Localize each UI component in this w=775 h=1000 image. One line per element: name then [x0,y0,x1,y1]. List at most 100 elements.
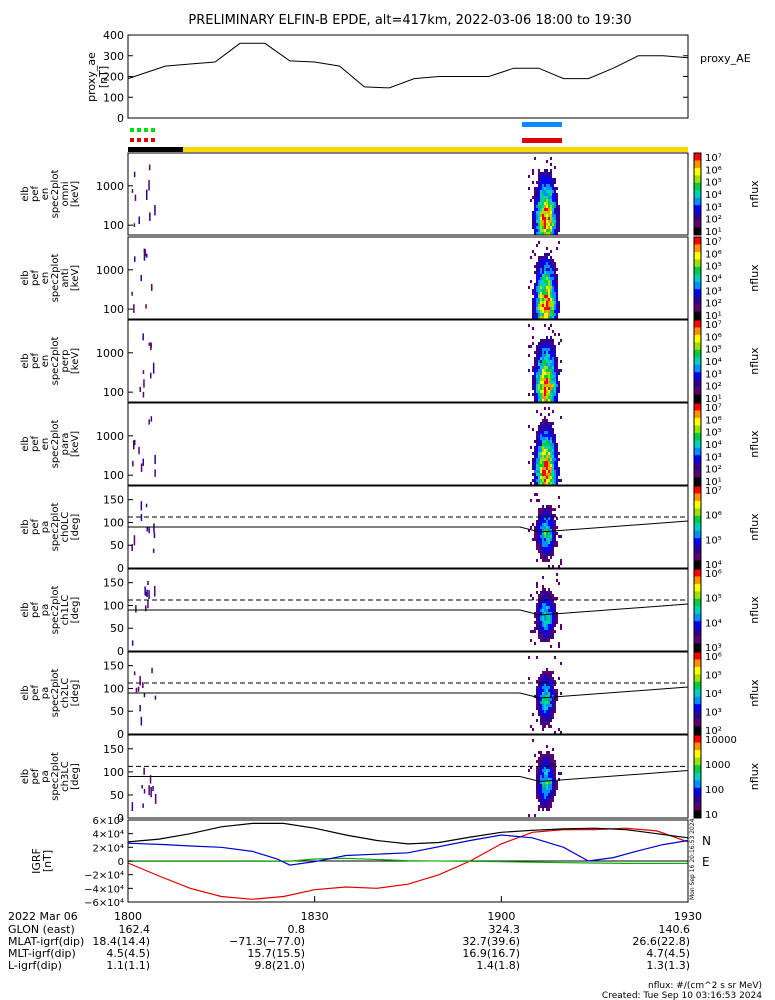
heatmap-cell [542,710,544,713]
heatmap-cell [548,304,550,307]
heatmap-cell [530,345,532,348]
heatmap-cell [540,775,542,778]
heatmap-cell [550,473,552,476]
x-tick-label: 1900 [487,910,515,923]
heatmap-cell [542,556,544,559]
heatmap-cell [546,316,548,319]
heatmap-cell [556,689,558,692]
heatmap-cell [542,369,544,372]
heatmap-cell [558,229,560,232]
heatmap-cell [550,310,552,313]
heatmap-cell [540,612,542,615]
heatmap-cell [548,553,550,556]
heatmap-cell [550,434,552,437]
heatmap-cell [546,348,548,351]
heatmap-cell [554,262,556,265]
heatmap-cell [548,342,550,345]
heatmap-cell [540,698,542,701]
heatmap-cell [550,467,552,470]
heatmap-cell [542,772,544,775]
heatmap-cell [548,677,550,680]
heatmap-cell [550,479,552,482]
heatmap-cell [554,360,556,363]
heatmap-cell [540,208,542,211]
heatmap-cell [548,440,550,443]
heatmap-cell [536,280,538,283]
colorbar-segment [694,259,701,268]
heatmap-cell [534,193,536,196]
heatmap-cell [550,274,552,277]
heatmap-cell [556,295,558,298]
colorbar-segment [694,772,701,781]
heatmap-cell [546,422,548,425]
heatmap-cell [556,298,558,301]
heatmap-cell [532,473,534,476]
y-tick-label: 4×10⁴ [93,830,124,841]
heatmap-cell [540,597,542,600]
colorbar-label: 10⁴ [705,560,722,571]
heatmap-cell [540,508,542,511]
heatmap-cell [540,520,542,523]
heatmap-cell [538,511,540,514]
heatmap-cell [544,193,546,196]
colorbar-frame [693,568,702,652]
heatmap-cell [548,793,550,796]
heatmap-cell [542,268,544,271]
heatmap-cell [536,686,538,689]
y-label-line: omni [60,182,71,207]
ephemeris-value: 4.7(4.5) [646,947,690,960]
heatmap-cell [544,636,546,639]
colorbar-frame [693,236,702,320]
heatmap-cell [550,455,552,458]
heatmap-cell [548,772,550,775]
heatmap-cell [552,381,554,384]
heatmap-cell [554,772,556,775]
heatmap-cell [532,301,534,304]
heatmap-cell [550,339,552,342]
heatmap-cell [538,627,540,630]
heatmap-cell [542,440,544,443]
heatmap-cell [546,606,548,609]
heatmap-cell [546,446,548,449]
heatmap-cell [534,187,536,190]
heatmap-cell [131,640,134,646]
heatmap-cell [548,532,550,535]
heatmap-cell [538,473,540,476]
heatmap-cell [540,722,542,725]
heatmap-cell [144,586,146,596]
heatmap-cell [554,704,556,707]
heatmap-cell [548,229,550,232]
heatmap-cell [558,452,560,455]
heatmap-cell [552,698,554,701]
heatmap-cell [556,202,558,205]
heatmap-cell [550,437,552,440]
heatmap-cell [542,523,544,526]
heatmap-cell [536,196,538,199]
heatmap-cell [550,775,552,778]
heatmap-cell [538,541,540,544]
heatmap-cell [538,214,540,217]
heatmap-cell [538,375,540,378]
heatmap-cell [542,393,544,396]
heatmap-cell [552,345,554,348]
heatmap-cell [540,422,542,425]
heatmap-cell [542,178,544,181]
heatmap-cell [548,452,550,455]
heatmap-cell [544,416,546,419]
colorbar-segment [694,455,701,464]
heatmap-cell [552,196,554,199]
heatmap-cell [548,594,550,597]
heatmap-cell [546,169,548,172]
colorbar-segment [694,689,701,698]
heatmap-cell [540,461,542,464]
heatmap-cell [536,559,538,562]
heatmap-cell [536,313,538,316]
heatmap-cell [538,223,540,226]
heatmap-cell [548,184,550,187]
heatmap-cell [544,597,546,600]
heatmap-cell [544,175,546,178]
heatmap-cell [536,591,538,594]
heatmap-cell [546,351,548,354]
heatmap-cell [552,778,554,781]
heatmap-cell [556,369,558,372]
